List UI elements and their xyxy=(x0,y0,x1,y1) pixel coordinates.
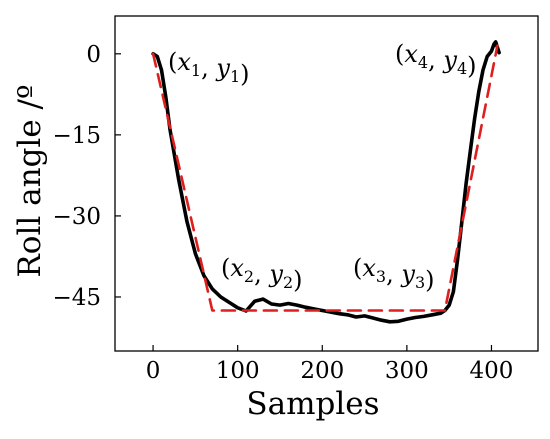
plot-frame xyxy=(114,15,539,352)
annotation-layer: (x1, y1) (x2, y2) (x3, y3) (x4, y4) xyxy=(168,40,477,294)
fitted-dashed-line xyxy=(151,44,499,312)
x-tick-label: 100 xyxy=(216,358,260,384)
x-tick-label: 400 xyxy=(470,358,514,384)
y-tick-label: 0 xyxy=(86,42,101,68)
x-tick-label: 200 xyxy=(300,358,344,384)
point-annotation: (x4, y4) xyxy=(395,40,477,80)
series-layer xyxy=(151,40,501,324)
point-annotation: (x2, y2) xyxy=(221,254,303,294)
y-tick-label: −30 xyxy=(52,204,101,230)
y-tick-label: −45 xyxy=(52,285,101,311)
point-annotation: (x3, y3) xyxy=(353,254,435,294)
plot-area xyxy=(114,15,539,352)
x-axis-title: Samples xyxy=(246,386,379,422)
x-tick-label: 300 xyxy=(385,358,429,384)
y-axis-title: Roll angle /º xyxy=(12,84,48,277)
y-tick-label: −15 xyxy=(52,123,101,149)
ticks-layer: 0 100 200 300 400 0 −15 −30 −45 xyxy=(52,42,513,384)
x-tick-label: 0 xyxy=(146,358,161,384)
measured-roll-line xyxy=(151,40,501,324)
point-annotation: (x1, y1) xyxy=(168,48,250,88)
